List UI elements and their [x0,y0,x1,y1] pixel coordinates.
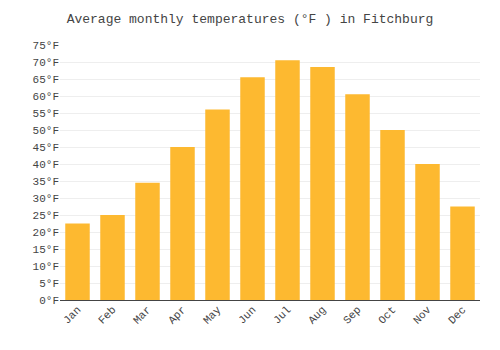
svg-text:70°F: 70°F [33,57,59,69]
svg-text:Average monthly temperatures (: Average monthly temperatures (°F ) in Fi… [67,12,434,27]
svg-text:Jan: Jan [61,304,83,326]
svg-text:Nov: Nov [411,304,434,327]
svg-text:Jun: Jun [236,304,258,326]
svg-text:10°F: 10°F [33,261,59,273]
svg-text:75°F: 75°F [33,40,59,52]
svg-text:15°F: 15°F [33,244,59,256]
svg-text:Aug: Aug [306,304,328,326]
svg-text:60°F: 60°F [33,91,59,103]
svg-text:40°F: 40°F [33,159,59,171]
svg-text:Mar: Mar [131,304,153,326]
svg-text:Feb: Feb [96,304,118,326]
svg-text:50°F: 50°F [33,125,59,137]
svg-text:0°F: 0°F [39,295,59,307]
svg-text:5°F: 5°F [39,278,59,290]
svg-text:Oct: Oct [376,304,398,326]
svg-text:May: May [201,304,224,327]
svg-text:Sep: Sep [341,304,363,326]
svg-text:20°F: 20°F [33,227,59,239]
svg-text:25°F: 25°F [33,210,59,222]
svg-text:Jul: Jul [271,304,293,326]
svg-text:55°F: 55°F [33,108,59,120]
svg-text:Dec: Dec [446,304,468,326]
svg-text:35°F: 35°F [33,176,59,188]
svg-text:Apr: Apr [166,304,188,326]
svg-text:45°F: 45°F [33,142,59,154]
svg-text:30°F: 30°F [33,193,59,205]
svg-text:65°F: 65°F [33,74,59,86]
